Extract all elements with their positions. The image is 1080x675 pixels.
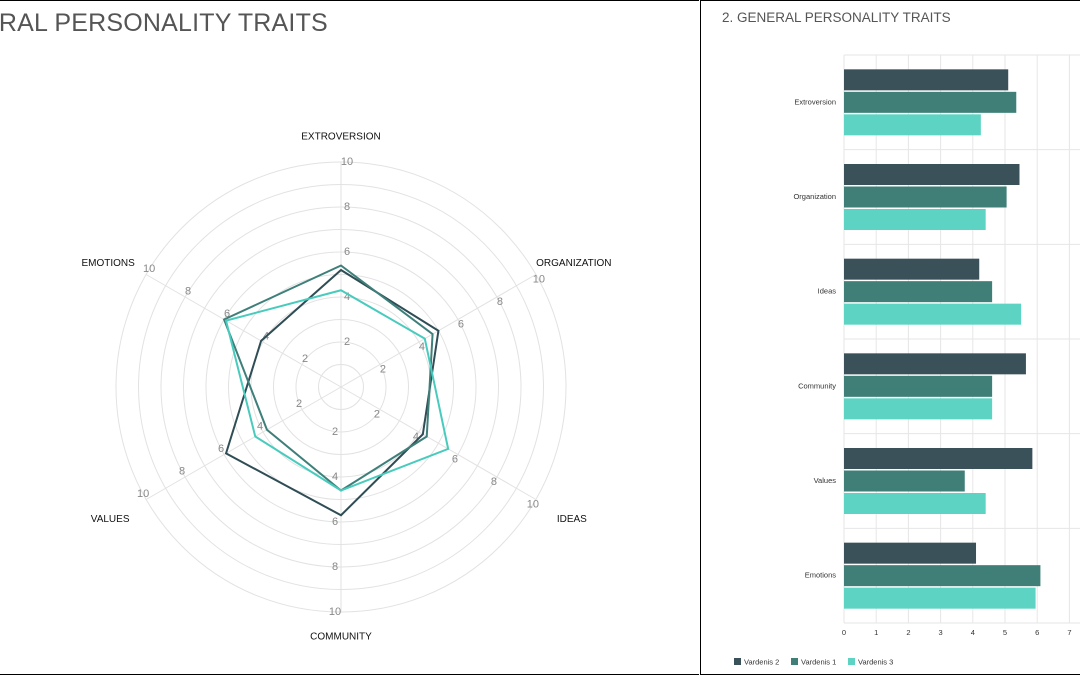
bar-x-tick-label: 2 [906, 628, 910, 637]
radar-tick-label: 4 [419, 341, 425, 353]
radar-tick-label: 8 [332, 561, 338, 573]
legend-label-1: Vardenis 2 [744, 658, 779, 667]
radar-tick-label: 6 [224, 308, 230, 320]
radar-tick-label: 8 [344, 201, 350, 213]
radar-grid [115, 161, 567, 613]
bar-emotions-vardenis-2 [844, 542, 977, 564]
radar-spoke [145, 274, 342, 388]
bar-emotions-vardenis-3 [844, 587, 1036, 609]
bar-category-label: Ideas [818, 287, 837, 296]
bar-community-vardenis-1 [844, 375, 993, 397]
bar-x-tick-label: 0 [842, 628, 846, 637]
bar-panel-title: 2. GENERAL PERSONALITY TRAITS [722, 10, 951, 25]
radar-axis-label-emotions: EMOTIONS [81, 258, 135, 269]
legend-swatch-2 [791, 658, 798, 665]
bar-category-label: Community [798, 381, 836, 390]
radar-tick-label: 2 [380, 364, 386, 376]
radar-series-1 [224, 268, 440, 517]
bar-values-vardenis-2 [844, 448, 1033, 469]
radar-panel-title: ERAL PERSONALITY TRAITS [0, 9, 328, 37]
radar-tick-label: 8 [497, 296, 503, 308]
bar-organization-vardenis-1 [844, 186, 1007, 208]
bar-grid [843, 54, 1080, 624]
bar-category-label: Values [814, 476, 837, 485]
bar-values-vardenis-3 [844, 493, 986, 514]
radar-tick-label: 2 [374, 409, 380, 421]
bar-x-tick-label: 4 [971, 628, 975, 637]
bar-ideas-vardenis-2 [844, 258, 980, 280]
radar-axis-label-ideas: IDEAS [557, 514, 587, 525]
radar-tick-label: 10 [527, 499, 539, 511]
bar-ideas-vardenis-3 [844, 303, 1022, 325]
radar-tick-label: 8 [185, 286, 191, 298]
radar-tick-label: 2 [296, 398, 302, 410]
bar-x-tick-label: 1 [874, 628, 878, 637]
bar-organization-vardenis-3 [844, 209, 986, 230]
radar-tick-label: 6 [452, 454, 458, 466]
radar-tick-label: 2 [332, 426, 338, 438]
bar-panel: 2. GENERAL PERSONALITY TRAITS Extroversi… [700, 0, 1080, 675]
radar-tick-label: 6 [344, 246, 350, 258]
bar-extroversion-vardenis-3 [844, 114, 981, 136]
radar-tick-label: 10 [329, 606, 341, 618]
radar-tick-label: 10 [143, 263, 155, 275]
radar-tick-label: 8 [179, 466, 185, 478]
radar-axis-label-values: VALUES [91, 514, 130, 525]
legend-swatch-3 [848, 658, 855, 665]
legend-swatch-1 [734, 658, 741, 665]
radar-tick-label: 6 [332, 516, 338, 528]
radar-axis-label-community: COMMUNITY [310, 632, 372, 643]
radar-tick-label: 4 [332, 471, 338, 483]
bar-community-vardenis-2 [844, 353, 1026, 375]
bar-community-vardenis-3 [844, 398, 993, 420]
bar-emotions-vardenis-1 [844, 565, 1041, 587]
bar-extroversion-vardenis-2 [844, 69, 1009, 91]
radar-spoke [145, 386, 342, 500]
radar-tick-label: 2 [344, 336, 350, 348]
radar-tick-label: 4 [257, 421, 263, 433]
bar-category-label: Organization [793, 192, 836, 201]
radar-tick-label: 6 [458, 319, 464, 331]
radar-tick-label: 6 [218, 443, 224, 455]
radar-tick-label: 4 [344, 291, 350, 303]
bar-extroversion-vardenis-1 [844, 91, 1017, 113]
radar-tick-label: 2 [302, 353, 308, 365]
bar-values-vardenis-1 [844, 470, 965, 492]
radar-tick-label: 10 [341, 156, 353, 168]
radar-tick-label: 10 [137, 488, 149, 500]
radar-axis-label-extroversion: EXTROVERSION [301, 132, 380, 143]
radar-spoke [340, 386, 537, 500]
bar-x-tick-label: 5 [1003, 628, 1007, 637]
radar-chart: 222222444444666666888888101010101010EXTR… [81, 132, 611, 643]
radar-series-3 [224, 289, 450, 492]
bar-x-tick-label: 6 [1035, 628, 1039, 637]
radar-tick-label: 4 [413, 431, 419, 443]
bar-x-tick-label: 7 [1067, 628, 1071, 637]
bar-chart: Extroversion Organization Ideas Community Va… [734, 54, 1080, 667]
legend-label-3: Vardenis 3 [858, 658, 893, 667]
bar-category-label: Extroversion [794, 97, 836, 106]
legend-label-2: Vardenis 1 [801, 658, 836, 667]
bar-x-tick-label: 3 [939, 628, 943, 637]
radar-axis-label-organization: ORGANIZATION [536, 258, 611, 269]
bar-category-label: Emotions [805, 571, 837, 580]
bar-ideas-vardenis-1 [844, 281, 993, 303]
bar-organization-vardenis-2 [844, 164, 1020, 185]
radar-tick-label: 8 [491, 476, 497, 488]
radar-tick-label: 10 [533, 274, 545, 286]
